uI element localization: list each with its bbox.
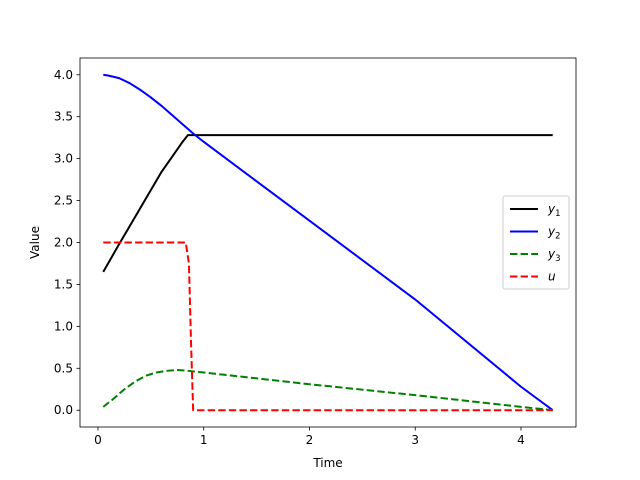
y-tick-label: 1.0 [54,319,73,333]
legend-label-name: y [547,225,556,239]
y-tick-label: 3.5 [54,110,73,124]
series-line-4 [103,241,553,412]
x-axis-label: Time [312,456,342,470]
y-axis: 0.0 0.5 1.0 1.5 2.0 2.5 3.0 3.5 4.0 [54,68,80,417]
legend-label-subscript: 3 [555,254,560,264]
legend-label-subscript: 2 [555,232,560,242]
x-tick-label: 1 [200,433,208,447]
x-tick-label: 2 [306,433,314,447]
legend-label-4: u [548,270,556,284]
x-tick-label: 3 [411,433,419,447]
y-tick-label: 2.0 [54,236,73,250]
series-line-2 [103,73,554,412]
legend-label-name: y [547,202,556,216]
legend-label-2: y2 [547,225,561,242]
legend-label-subscript: 1 [555,209,560,219]
x-tick-label: 4 [517,433,525,447]
y-tick-label: 0.5 [54,361,73,375]
x-axis: 0 1 2 3 4 [94,427,525,447]
legend-label-3: y3 [547,247,561,264]
legend-label-1: y1 [547,202,561,219]
y-tick-label: 3.0 [54,152,73,166]
legend-label-name: u [548,270,556,284]
series-line-3 [102,368,553,412]
legend-box [502,195,570,290]
y-tick-label: 1.5 [54,277,73,291]
legend-label-name: y [547,247,556,261]
plot-area [79,57,577,428]
y-axis-label: Value [28,226,42,259]
y-tick-label: 4.0 [54,68,73,82]
series-line-1 [102,134,553,273]
y-tick-label: 0.0 [54,403,73,417]
series-layer [102,73,554,412]
x-tick-label: 0 [94,433,102,447]
y-tick-label: 2.5 [54,194,73,208]
